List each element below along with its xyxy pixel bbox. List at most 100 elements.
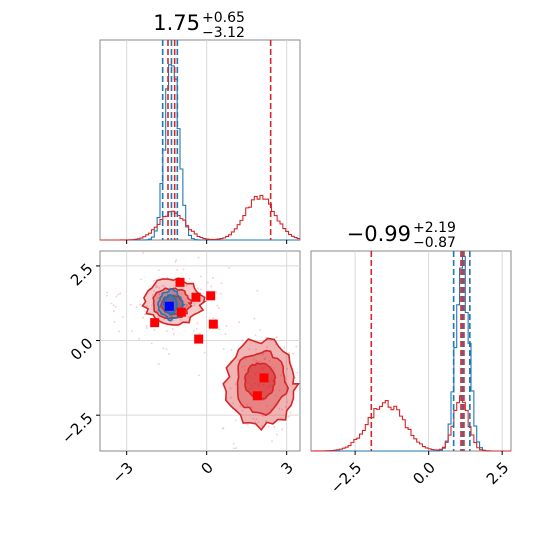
sample-point (193, 302, 196, 305)
sample-point (157, 269, 160, 272)
sample-point (255, 359, 258, 362)
sample-point (152, 279, 155, 282)
sample-point (266, 346, 269, 349)
sample-point (263, 358, 266, 361)
sample-point (289, 411, 292, 414)
sample-point (284, 406, 287, 408)
sample-point (142, 316, 145, 319)
sample-point (220, 292, 222, 295)
sample-point (121, 315, 124, 318)
sample-point (252, 417, 255, 420)
sample-point (143, 313, 146, 316)
sample-point (222, 348, 225, 350)
blue-square-marker (164, 301, 174, 311)
sample-point (206, 281, 209, 284)
sample-point (155, 286, 157, 289)
sample-point (273, 425, 276, 428)
sample-point (257, 421, 260, 424)
sample-point (150, 342, 153, 345)
sample-point (182, 268, 185, 271)
sample-point (221, 427, 224, 430)
sample-point (217, 307, 220, 310)
sample-point (145, 305, 148, 308)
sample-point (295, 345, 298, 348)
red-square-marker-2 (206, 291, 216, 301)
sample-point (246, 404, 248, 406)
sample-point (163, 285, 166, 287)
sample-point (232, 402, 234, 405)
sample-point (292, 352, 294, 355)
sample-point (241, 366, 244, 368)
sample-point (166, 329, 168, 332)
sample-point (155, 284, 157, 287)
sample-point (259, 360, 261, 363)
sample-point (157, 363, 160, 365)
sample-point (261, 415, 264, 417)
sample-point (230, 396, 232, 399)
x-tick-label-0: −2.5 (327, 459, 365, 497)
panel-param1-quantiles (161, 40, 272, 240)
sample-point (265, 336, 267, 339)
sample-point (179, 318, 182, 321)
sample-point (131, 330, 134, 332)
sample-point (115, 295, 118, 298)
panel-param2-title-value: −0.99 (347, 222, 411, 246)
sample-point (156, 285, 159, 288)
sample-point (232, 442, 235, 445)
histogram-series-0 (100, 64, 300, 241)
sample-point (162, 347, 165, 350)
sample-point (271, 440, 273, 443)
sample-point (220, 282, 223, 285)
sample-point (275, 336, 278, 338)
sample-point (255, 348, 257, 351)
sample-point (158, 287, 161, 289)
sample-point (188, 277, 191, 280)
sample-point (296, 371, 299, 374)
x-tick-label-1: 0 (197, 459, 216, 478)
sample-point (238, 321, 241, 324)
sample-point (267, 425, 270, 428)
sample-point (244, 357, 247, 360)
sample-point (276, 433, 278, 436)
sample-point (172, 332, 175, 335)
sample-point (278, 407, 281, 410)
sample-point (230, 348, 233, 351)
sample-point (216, 304, 219, 307)
sample-point (171, 328, 174, 330)
sample-point (218, 328, 221, 331)
sample-point (232, 447, 235, 450)
sample-point (173, 293, 176, 296)
sample-point (253, 358, 256, 361)
panel-param2-histogram: −2.5 0.0 2.5 −0.99 +2.19 −0.87 (310, 220, 512, 497)
sample-point (273, 402, 276, 405)
sample-point (237, 359, 240, 361)
sample-point (78, 297, 80, 299)
sample-point (259, 328, 262, 331)
sample-point (196, 322, 199, 325)
sample-point (185, 284, 188, 287)
sample-point (198, 374, 200, 377)
sample-point (264, 356, 267, 359)
red-square-marker-1 (191, 292, 201, 302)
sample-point (199, 288, 202, 291)
sample-point (211, 277, 214, 279)
histogram-series-1 (311, 395, 511, 452)
sample-point (155, 310, 158, 312)
sample-point (229, 387, 232, 390)
panel-param1-series (100, 64, 300, 241)
sample-point (118, 330, 120, 333)
panel-param1-ticks (126, 240, 288, 244)
sample-point (152, 290, 155, 292)
sample-point (254, 420, 257, 423)
panel-param1-grid (126, 40, 288, 240)
sample-point (110, 302, 113, 305)
sample-point (197, 256, 200, 259)
sample-point (244, 365, 246, 368)
sample-point (119, 292, 122, 295)
x-tick-label-1: 0.0 (409, 459, 439, 489)
sample-point (156, 297, 159, 300)
panel-joint-scatter: −3 0 3 2.5 0.0 −2.5 (58, 250, 301, 487)
sample-point (224, 333, 227, 335)
sample-point (234, 383, 237, 386)
